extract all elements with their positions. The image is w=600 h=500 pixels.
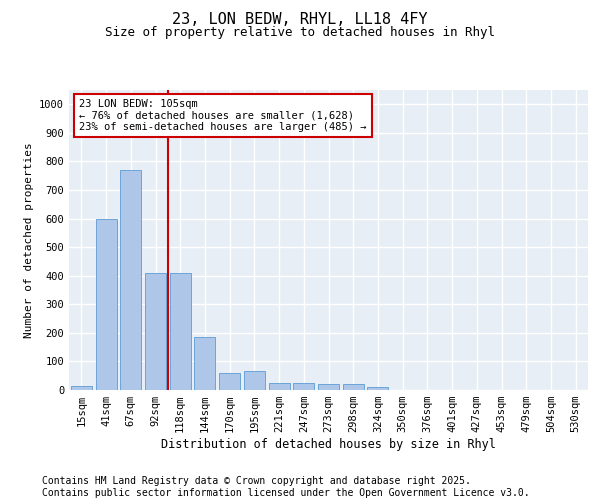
Text: Contains HM Land Registry data © Crown copyright and database right 2025.
Contai: Contains HM Land Registry data © Crown c…: [42, 476, 530, 498]
Bar: [318, 384, 339, 390]
Text: 23 LON BEDW: 105sqm
← 76% of detached houses are smaller (1,628)
23% of semi-det: 23 LON BEDW: 105sqm ← 76% of detached ho…: [79, 99, 367, 132]
Bar: [293, 383, 314, 390]
Text: 23, LON BEDW, RHYL, LL18 4FY: 23, LON BEDW, RHYL, LL18 4FY: [172, 12, 428, 28]
Bar: [343, 384, 364, 390]
Bar: [367, 387, 388, 390]
Bar: [194, 337, 215, 390]
Text: Size of property relative to detached houses in Rhyl: Size of property relative to detached ho…: [105, 26, 495, 39]
Bar: [120, 170, 141, 390]
Bar: [71, 386, 92, 390]
Bar: [219, 373, 240, 390]
Bar: [145, 273, 166, 390]
Bar: [244, 372, 265, 390]
X-axis label: Distribution of detached houses by size in Rhyl: Distribution of detached houses by size …: [161, 438, 496, 451]
Y-axis label: Number of detached properties: Number of detached properties: [23, 142, 34, 338]
Bar: [170, 273, 191, 390]
Bar: [95, 218, 116, 390]
Bar: [269, 383, 290, 390]
